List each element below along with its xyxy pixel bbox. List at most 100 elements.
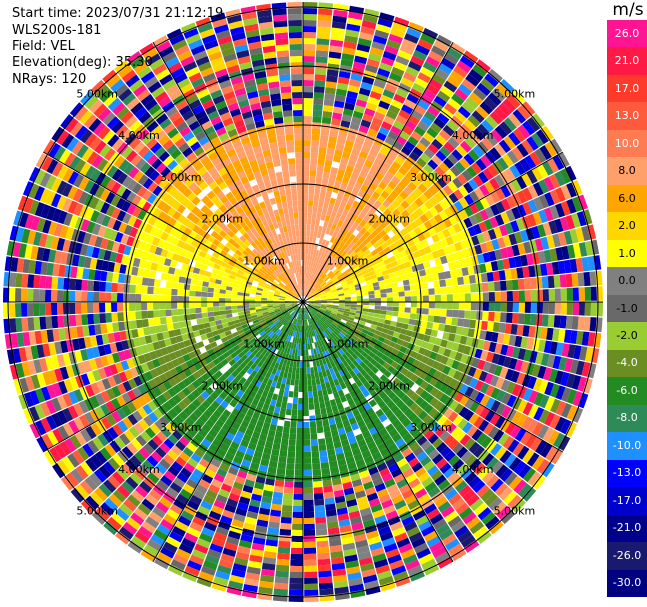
velocity-gate — [523, 313, 531, 325]
velocity-gate — [311, 273, 316, 281]
velocity-gate — [297, 409, 303, 416]
velocity-gate — [305, 291, 309, 297]
velocity-gate — [306, 278, 310, 285]
velocity-gate — [471, 110, 485, 124]
velocity-gate — [339, 278, 346, 283]
velocity-gate — [333, 244, 339, 252]
velocity-gate — [207, 287, 215, 293]
velocity-gate — [385, 238, 394, 247]
velocity-gate — [348, 11, 363, 21]
velocity-gate — [303, 529, 316, 536]
velocity-gate — [461, 101, 475, 115]
velocity-gate — [359, 219, 367, 228]
velocity-gate — [374, 289, 381, 295]
velocity-gate — [291, 409, 298, 416]
velocity-gate — [338, 297, 345, 300]
velocity-gate — [292, 397, 298, 404]
velocity-gate — [314, 302, 321, 304]
velocity-gate — [322, 252, 328, 260]
velocity-gate — [325, 153, 334, 162]
velocity-gate — [320, 232, 325, 240]
velocity-gate — [328, 229, 335, 237]
velocity-gate — [470, 162, 483, 175]
velocity-gate — [189, 284, 197, 291]
velocity-gate — [547, 314, 555, 328]
velocity-gate — [575, 257, 584, 273]
velocity-gate — [219, 306, 226, 311]
velocity-gate — [307, 373, 312, 380]
velocity-gate — [500, 302, 507, 312]
velocity-gate — [376, 152, 387, 162]
velocity-gate — [433, 40, 449, 52]
velocity-gate — [313, 294, 320, 298]
velocity-gate — [313, 396, 319, 404]
velocity-gate — [327, 203, 335, 211]
velocity-gate — [344, 294, 351, 298]
velocity-gate — [404, 33, 420, 44]
velocity-gate — [379, 146, 390, 157]
velocity-gate — [316, 384, 322, 391]
velocity-gate — [317, 20, 332, 28]
velocity-gate — [474, 187, 485, 200]
velocity-gate — [453, 65, 468, 79]
velocity-gate — [328, 282, 335, 287]
velocity-gate — [541, 276, 549, 289]
velocity-gate — [307, 206, 313, 213]
velocity-gate — [310, 287, 315, 293]
velocity-gate — [281, 504, 293, 512]
velocity-gate — [344, 296, 351, 300]
velocity-gate — [328, 136, 338, 144]
velocity-gate — [342, 47, 356, 56]
velocity-gate — [492, 160, 504, 174]
velocity-gate — [554, 302, 561, 315]
velocity-gate — [15, 273, 23, 288]
velocity-gate — [9, 272, 17, 287]
velocity-gate — [447, 153, 459, 165]
velocity-gate — [326, 305, 333, 309]
velocity-gate — [428, 288, 435, 295]
velocity-gate — [362, 14, 378, 24]
velocity-gate — [320, 306, 327, 310]
velocity-gate — [190, 278, 198, 286]
velocity-gate — [303, 421, 310, 428]
velocity-gate — [316, 213, 322, 220]
velocity-gate — [387, 151, 398, 161]
velocity-gate — [408, 278, 416, 285]
velocity-gate — [500, 291, 507, 302]
velocity-gate — [312, 116, 322, 123]
velocity-gate — [303, 260, 306, 267]
velocity-gate — [506, 150, 519, 164]
velocity-gate — [499, 280, 507, 291]
velocity-gate — [303, 290, 305, 297]
velocity-gate — [479, 101, 494, 115]
velocity-gate — [361, 269, 369, 275]
velocity-gate — [526, 337, 535, 350]
velocity-gate — [274, 576, 289, 584]
velocity-gate — [322, 202, 329, 210]
velocity-gate — [424, 328, 433, 336]
velocity-gate — [489, 111, 503, 125]
velocity-gate — [518, 290, 525, 302]
velocity-gate — [367, 312, 375, 317]
velocity-gate — [467, 149, 480, 162]
velocity-gate — [324, 93, 335, 101]
velocity-gate — [452, 302, 459, 310]
velocity-gate — [316, 286, 323, 292]
velocity-gate — [427, 105, 440, 117]
velocity-gate — [129, 293, 136, 302]
velocity-gate — [582, 209, 593, 225]
velocity-gate — [153, 317, 161, 326]
velocity-gate — [326, 304, 333, 307]
velocity-gate — [312, 463, 321, 470]
velocity-gate — [271, 497, 283, 505]
velocity-gate — [321, 265, 326, 272]
velocity-gate — [33, 274, 41, 289]
velocity-gate — [373, 79, 386, 89]
velocity-gate — [360, 81, 373, 91]
velocity-gate — [311, 128, 321, 135]
velocity-gate — [57, 277, 65, 290]
velocity-gate — [303, 74, 314, 81]
velocity-gate — [354, 181, 363, 190]
velocity-gate — [315, 50, 329, 58]
velocity-gate — [479, 242, 489, 254]
